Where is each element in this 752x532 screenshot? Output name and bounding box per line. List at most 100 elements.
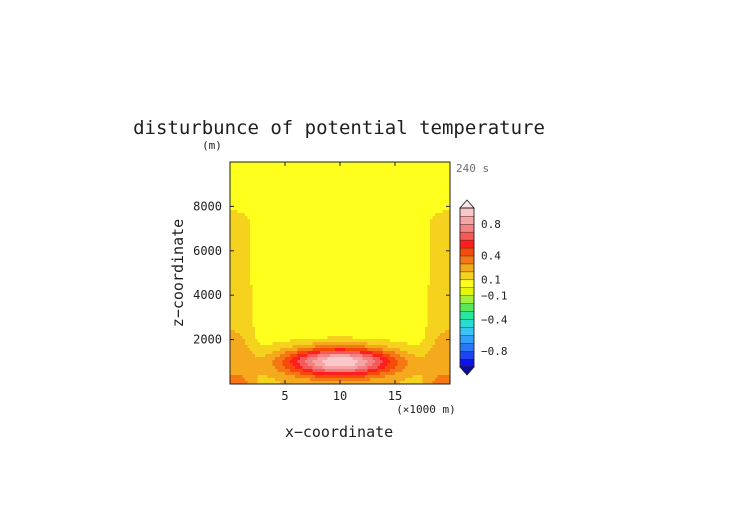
contour-cell <box>380 180 383 184</box>
contour-cell <box>250 276 253 280</box>
contour-cell <box>322 165 326 169</box>
contour-cell <box>270 210 273 214</box>
contour-cell <box>317 363 321 367</box>
contour-cell <box>355 327 358 331</box>
contour-cell <box>280 336 283 340</box>
contour-cell <box>302 312 306 316</box>
contour-cell <box>300 246 303 250</box>
contour-cell <box>270 312 273 316</box>
contour-cell <box>257 171 261 175</box>
contour-cell <box>355 231 358 235</box>
contour-cell <box>255 297 258 301</box>
contour-cell <box>380 288 383 292</box>
contour-cell <box>265 180 268 184</box>
contour-cell <box>310 291 313 295</box>
contour-cell <box>395 312 398 316</box>
contour-cell <box>347 279 351 283</box>
contour-cell <box>340 297 343 301</box>
contour-cell <box>345 375 348 379</box>
contour-cell <box>320 192 323 196</box>
contour-cell <box>345 372 348 376</box>
contour-cell <box>357 204 361 208</box>
contour-cell <box>237 234 241 238</box>
contour-cell <box>355 240 358 244</box>
contour-cell <box>295 249 298 253</box>
contour-cell <box>327 213 331 217</box>
contour-cell <box>337 255 341 259</box>
contour-cell <box>362 261 366 265</box>
contour-cell <box>232 192 236 196</box>
contour-cell <box>370 273 373 277</box>
contour-cell <box>380 183 383 187</box>
contour-cell <box>287 222 291 226</box>
contour-cell <box>260 216 263 220</box>
contour-cell <box>307 198 311 202</box>
contour-cell <box>270 321 273 325</box>
contour-cell <box>262 336 266 340</box>
contour-cell <box>297 171 301 175</box>
contour-cell <box>397 240 401 244</box>
contour-cell <box>275 378 278 382</box>
contour-cell <box>285 324 288 328</box>
contour-cell <box>267 315 271 319</box>
contour-cell <box>290 195 293 199</box>
contour-cell <box>357 276 361 280</box>
contour-cell <box>372 249 376 253</box>
contour-cell <box>285 201 288 205</box>
contour-cell <box>317 189 321 193</box>
contour-cell <box>380 231 383 235</box>
contour-cell <box>242 342 246 346</box>
contour-cell <box>385 339 388 343</box>
contour-cell <box>265 189 268 193</box>
contour-cell <box>315 306 318 310</box>
contour-cell <box>240 171 243 175</box>
contour-cell <box>362 360 366 364</box>
contour-cell <box>360 363 363 367</box>
contour-cell <box>247 192 251 196</box>
contour-cell <box>375 357 378 361</box>
contour-cell <box>322 318 326 322</box>
contour-cell <box>377 261 381 265</box>
contour-cell <box>252 279 256 283</box>
contour-cell <box>285 375 288 379</box>
contour-cell <box>272 270 276 274</box>
contour-cell <box>377 198 381 202</box>
contour-cell <box>270 363 273 367</box>
contour-cell <box>242 360 246 364</box>
contour-cell <box>300 258 303 262</box>
contour-cell <box>382 288 386 292</box>
contour-cell <box>245 282 248 286</box>
contour-cell <box>387 261 391 265</box>
contour-cell <box>335 279 338 283</box>
contour-cell <box>287 315 291 319</box>
contour-cell <box>310 171 313 175</box>
contour-cell <box>277 225 281 229</box>
contour-cell <box>295 327 298 331</box>
contour-cell <box>232 213 236 217</box>
contour-cell <box>332 213 336 217</box>
contour-cell <box>300 351 303 355</box>
contour-cell <box>375 219 378 223</box>
contour-cell <box>302 195 306 199</box>
contour-cell <box>312 192 316 196</box>
contour-cell <box>362 186 366 190</box>
contour-cell <box>392 201 396 205</box>
contour-cell <box>290 381 293 384</box>
contour-cell <box>235 369 238 373</box>
contour-cell <box>317 177 321 181</box>
contour-cell <box>275 171 278 175</box>
contour-cell <box>370 213 373 217</box>
contour-cell <box>357 273 361 277</box>
contour-cell <box>240 360 243 364</box>
contour-cell <box>390 354 393 358</box>
contour-cell <box>307 258 311 262</box>
contour-cell <box>270 204 273 208</box>
contour-cell <box>237 309 241 313</box>
contour-cell <box>272 198 276 202</box>
contour-cell <box>332 192 336 196</box>
contour-cell <box>230 333 233 337</box>
contour-cell <box>290 306 293 310</box>
contour-cell <box>322 201 326 205</box>
contour-cell <box>355 345 358 349</box>
contour-cell <box>380 207 383 211</box>
